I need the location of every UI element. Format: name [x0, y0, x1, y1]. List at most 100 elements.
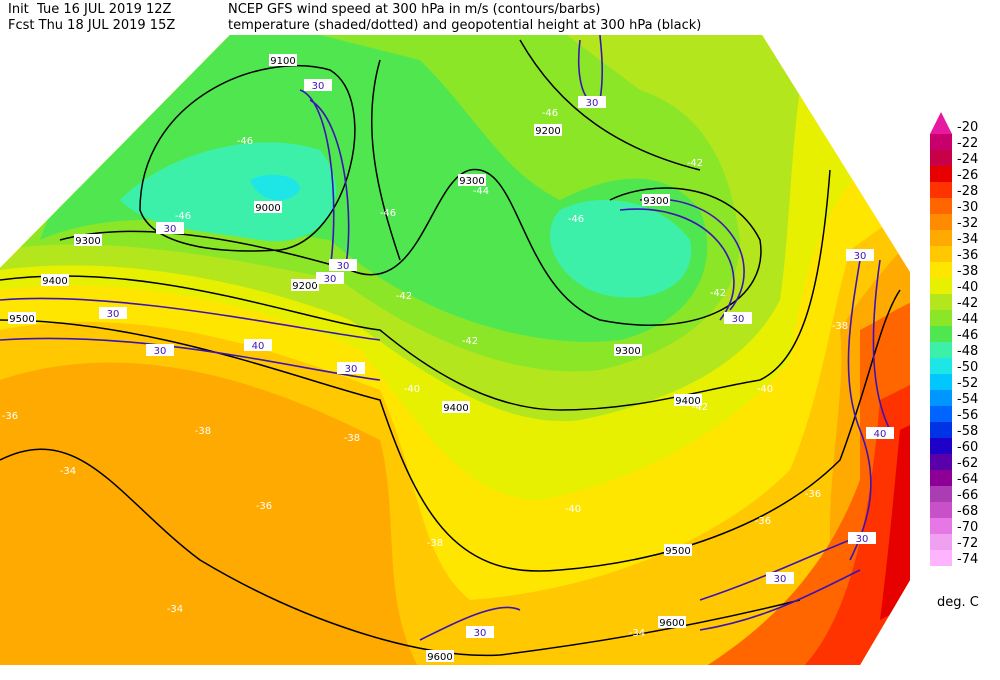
height-label: 9300 — [459, 176, 484, 187]
colorbar-swatch — [930, 550, 952, 566]
colorbar-label: -30 — [957, 200, 978, 215]
temperature-label: -42 — [692, 402, 708, 413]
label-box — [664, 544, 692, 556]
colorbar-label: -72 — [957, 536, 978, 551]
colorbar-label: -60 — [957, 440, 978, 455]
temperature-label: -38 — [195, 426, 211, 437]
wind-label: 30 — [107, 309, 120, 320]
height-label: 9300 — [643, 196, 668, 207]
label-box — [534, 124, 562, 136]
label-box — [766, 572, 794, 584]
label-box — [41, 274, 69, 286]
height-label: 9500 — [9, 314, 34, 325]
label-box — [291, 279, 319, 291]
label-box — [866, 427, 894, 439]
colorbar-swatch — [930, 486, 952, 502]
temperature-label: -38 — [344, 433, 360, 444]
temperature-label: -34 — [60, 466, 76, 477]
wind-label: 30 — [154, 346, 167, 357]
label-box — [466, 626, 494, 638]
wind-label: 30 — [345, 364, 358, 375]
colorbar-swatch — [930, 342, 952, 358]
title-line-1: NCEP GFS wind speed at 300 hPa in m/s (c… — [228, 2, 601, 17]
title-line-2: temperature (shaded/dotted) and geopoten… — [228, 18, 701, 33]
height-label: 9200 — [292, 281, 317, 292]
label-box — [254, 201, 282, 213]
temperature-label: -46 — [542, 108, 558, 119]
colorbar: -20-22-24-26-28-30-32-34-36-38-40-42-44-… — [930, 112, 978, 567]
colorbar-swatch — [930, 294, 952, 310]
colorbar-swatch — [930, 470, 952, 486]
colorbar-swatch — [930, 230, 952, 246]
temperature-label: -36 — [2, 411, 18, 422]
colorbar-arrow — [930, 112, 952, 134]
colorbar-swatch — [930, 390, 952, 406]
colorbar-label: -34 — [957, 232, 978, 247]
height-label: 9400 — [675, 396, 700, 407]
temperature-label: -42 — [462, 336, 478, 347]
temperature-label: -38 — [427, 538, 443, 549]
temperature-label: -40 — [404, 384, 420, 395]
init-time: Init Tue 16 JUL 2019 12Z — [8, 2, 172, 17]
map-shading — [0, 35, 910, 665]
label-box — [269, 54, 297, 66]
label-box — [146, 344, 174, 356]
colorbar-swatch — [930, 374, 952, 390]
label-box — [156, 222, 184, 234]
colorbar-label: -40 — [957, 280, 978, 295]
temperature-label: -36 — [805, 489, 821, 500]
wind-label: 30 — [586, 98, 599, 109]
colorbar-swatch — [930, 454, 952, 470]
colorbar-unit: deg. C — [937, 595, 979, 610]
colorbar-label: -38 — [957, 264, 978, 279]
forecast-time: Fcst Thu 18 JUL 2019 15Z — [8, 18, 175, 33]
label-box — [674, 394, 702, 406]
colorbar-swatch — [930, 134, 952, 150]
colorbar-swatch — [930, 326, 952, 342]
colorbar-label: -66 — [957, 488, 978, 503]
colorbar-label: -58 — [957, 424, 978, 439]
colorbar-swatch — [930, 214, 952, 230]
temperature-label: -46 — [237, 136, 253, 147]
colorbar-swatch — [930, 406, 952, 422]
temperature-label: -42 — [687, 158, 703, 169]
label-box — [848, 532, 876, 544]
temperature-label: -46 — [380, 208, 396, 219]
temperature-label: -40 — [757, 384, 773, 395]
label-box — [658, 616, 686, 628]
temperature-label: -42 — [710, 288, 726, 299]
temperature-label: -46 — [568, 214, 584, 225]
label-box — [99, 307, 127, 319]
height-label: 9100 — [270, 56, 295, 67]
wind-label: 30 — [164, 224, 177, 235]
label-box — [316, 272, 344, 284]
colorbar-label: -44 — [957, 312, 978, 327]
label-box — [74, 234, 102, 246]
colorbar-label: -22 — [957, 136, 978, 151]
colorbar-swatch — [930, 262, 952, 278]
colorbar-swatch — [930, 534, 952, 550]
temperature-label: -34 — [167, 604, 183, 615]
label-box — [614, 344, 642, 356]
colorbar-label: -32 — [957, 216, 978, 231]
colorbar-swatch — [930, 438, 952, 454]
height-label: 9400 — [443, 403, 468, 414]
colorbar-label: -52 — [957, 376, 978, 391]
height-label: 9400 — [42, 276, 67, 287]
colorbar-label: -48 — [957, 344, 978, 359]
height-label: 9600 — [427, 652, 452, 663]
map-labels: 9100 9000 9200 9300 9300 9200 9300 9400 9500 9300… — [2, 54, 894, 663]
height-label: 9000 — [255, 203, 280, 214]
label-box — [304, 79, 332, 91]
colorbar-label: -56 — [957, 408, 978, 423]
colorbar-label: -70 — [957, 520, 978, 535]
temperature-label: -36 — [755, 516, 771, 527]
colorbar-label: -46 — [957, 328, 978, 343]
height-label: 9200 — [535, 126, 560, 137]
wind-label: 30 — [337, 261, 350, 272]
wind-label: 30 — [856, 534, 869, 545]
height-label: 9600 — [659, 618, 684, 629]
colorbar-label: -28 — [957, 184, 978, 199]
colorbar-label: -74 — [957, 552, 978, 567]
